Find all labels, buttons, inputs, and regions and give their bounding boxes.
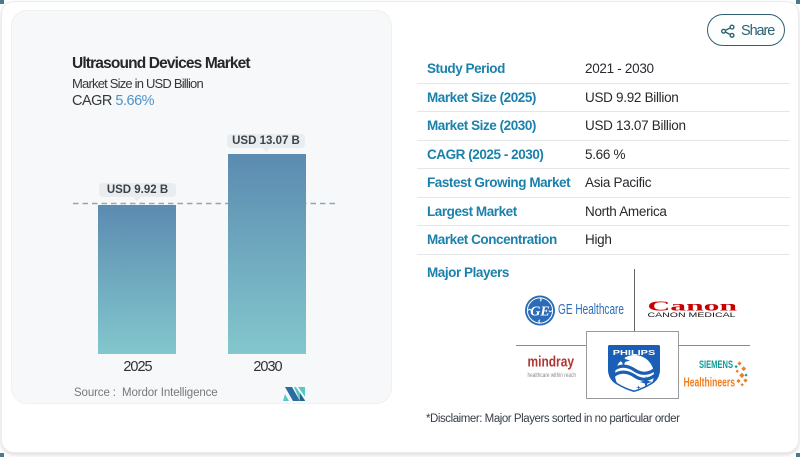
- svg-text:Canon: Canon: [648, 299, 739, 314]
- svg-text:CANON MEDICAL: CANON MEDICAL: [648, 312, 737, 319]
- svg-text:mindray: mindray: [528, 354, 575, 371]
- svg-text:PHILIPS: PHILIPS: [613, 348, 656, 357]
- svg-text:GE Healthcare: GE Healthcare: [558, 302, 624, 318]
- svg-text:GE: GE: [530, 305, 549, 320]
- svg-text:SIEMENS: SIEMENS: [699, 359, 733, 371]
- svg-text:Healthineers: Healthineers: [684, 374, 736, 389]
- svg-text:healthcare within reach: healthcare within reach: [528, 373, 577, 379]
